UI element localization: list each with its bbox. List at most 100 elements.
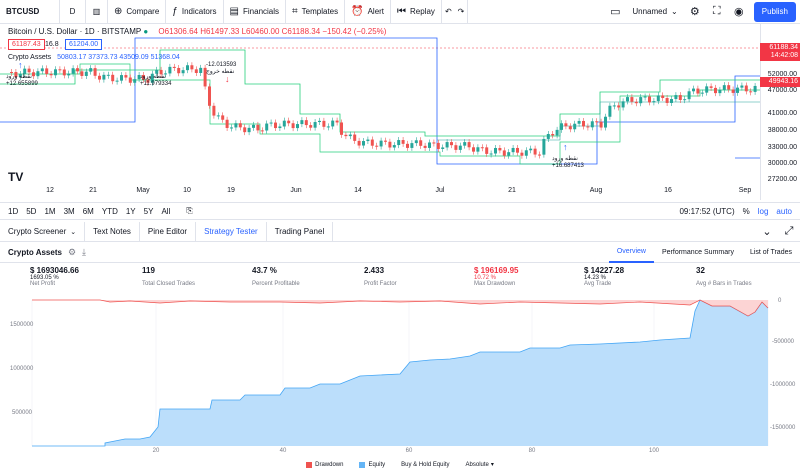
price-axis[interactable]: 52000.00 47000.00 41000.00 38000.00 3300…	[760, 24, 800, 200]
candle	[269, 122, 273, 124]
timeframe-5y[interactable]: 5Y	[143, 206, 154, 216]
candle	[388, 141, 392, 148]
x-tick: Aug	[589, 187, 603, 194]
collapse-icon[interactable]: ⌄	[762, 226, 772, 238]
candle	[58, 69, 62, 71]
ohlc-values: O61306.64 H61497.33 L60460.00 C61188.34 …	[158, 27, 387, 36]
timeframe-1d[interactable]: 1D	[8, 206, 19, 216]
layout-name-button[interactable]: Unnamed ⌄	[632, 7, 678, 16]
undo-button[interactable]: ↶	[442, 0, 455, 24]
candle	[225, 119, 229, 128]
tab-crypto-screener[interactable]: Crypto Screener ⌄	[0, 221, 86, 242]
sell-arrow-icon: ↓	[225, 74, 230, 84]
candle	[366, 139, 370, 142]
layout-icon[interactable]: ▭	[610, 6, 621, 18]
absolute-dropdown[interactable]: Absolute ▾	[465, 461, 494, 469]
buy-price-button[interactable]: 61204.00	[65, 39, 103, 50]
redo-button[interactable]: ↷	[455, 0, 469, 24]
tab-list-of-trades[interactable]: List of Trades	[749, 249, 792, 256]
auto-toggle[interactable]: auto	[776, 206, 792, 216]
legend-drawdown[interactable]: Drawdown	[306, 461, 343, 468]
candle	[27, 68, 31, 73]
camera-icon[interactable]: ◉	[733, 6, 744, 18]
tab-pine-editor[interactable]: Pine Editor	[140, 221, 197, 242]
candle	[634, 101, 638, 104]
interval-button[interactable]: D	[60, 0, 86, 24]
time-axis[interactable]: 12 21 May 10 19 Jun 14 Jul 21 Aug 16 Sep	[0, 184, 760, 200]
time-display[interactable]: 09:17:52 (UTC)	[679, 206, 735, 216]
metric-profit-factor: 2.433 Profit Factor	[364, 266, 397, 287]
candle	[71, 68, 75, 74]
legend-equity[interactable]: Equity	[359, 461, 385, 468]
indicator-price-tag: 49943.16	[760, 77, 800, 87]
price-chart[interactable]: ↑ ↓ ↑ Bitcoin / U.S. Dollar · 1D · BITSTAM…	[0, 24, 800, 200]
financials-icon: ▤	[229, 6, 239, 17]
compare-button[interactable]: ⊕ Compare	[108, 0, 167, 24]
indicator-legend[interactable]: Crypto Assets 50803.17 37373.73 43509.09…	[8, 54, 180, 61]
candle	[454, 145, 458, 150]
candle	[93, 68, 97, 76]
timeframe-3m[interactable]: 3M	[63, 206, 75, 216]
tab-trading-panel[interactable]: Trading Panel	[267, 221, 334, 242]
percent-toggle[interactable]: %	[742, 206, 750, 216]
symbol-search[interactable]: BTCUSD	[0, 0, 60, 24]
timeframe-all[interactable]: All	[161, 206, 171, 216]
candle	[76, 68, 79, 72]
candle	[709, 86, 713, 88]
maximize-icon[interactable]: ⤢	[784, 225, 794, 237]
candle	[150, 73, 154, 83]
chart-style-button[interactable]: ▥	[86, 0, 108, 24]
legend-buy-hold[interactable]: Buy & Hold Equity	[401, 461, 450, 468]
candle	[406, 143, 409, 148]
publish-button[interactable]: Publish	[753, 1, 796, 22]
candle	[718, 89, 722, 94]
x-tick: 100	[648, 448, 660, 454]
gear-icon[interactable]: ⚙	[689, 6, 700, 18]
financials-button[interactable]: ▤ Financials	[224, 0, 287, 24]
log-toggle[interactable]: log	[757, 206, 769, 216]
alert-button[interactable]: ⏰ Alert	[345, 0, 392, 24]
candle	[542, 138, 546, 155]
candle	[186, 65, 189, 71]
price-chart-canvas[interactable]: ↑ ↓ ↑	[0, 24, 760, 184]
timeframe-5d[interactable]: 5D	[26, 206, 37, 216]
download-icon[interactable]: ⤓	[82, 247, 87, 257]
timeframe-ytd[interactable]: YTD	[101, 206, 118, 216]
candle	[582, 120, 585, 127]
redo-icon: ↷	[457, 7, 465, 16]
candle	[397, 140, 401, 146]
replay-icon: ⏮	[397, 6, 407, 17]
exit-label-1: -12.013593 نقطه خروج	[206, 62, 237, 75]
tab-performance-summary[interactable]: Performance Summary	[662, 249, 734, 256]
candle	[436, 142, 440, 149]
y-tick: 1500000	[10, 322, 34, 328]
x-tick: Sep	[738, 187, 752, 194]
tab-strategy-tester[interactable]: Strategy Tester	[196, 221, 267, 242]
equity-chart-canvas[interactable]	[0, 296, 800, 454]
candle	[247, 127, 251, 133]
gear-icon[interactable]: ⚙	[67, 247, 77, 257]
indicators-button[interactable]: ƒ Indicators	[166, 0, 224, 24]
tab-text-notes[interactable]: Text Notes	[85, 221, 140, 242]
goto-date-icon[interactable]: ⎘	[186, 206, 193, 215]
entry-label-1: نقطه ورود +12.655899	[6, 74, 38, 87]
fullscreen-icon[interactable]: ⛶	[712, 5, 721, 17]
strategy-header: Crypto Assets ⚙ ⤓ Overview Performance S…	[0, 243, 800, 263]
timeframe-1y[interactable]: 1Y	[125, 206, 136, 216]
candle	[467, 142, 471, 148]
sell-price-button[interactable]: 61187.43	[8, 39, 45, 50]
candle	[128, 77, 132, 83]
timeframe-6m[interactable]: 6M	[82, 206, 94, 216]
function-icon: ƒ	[172, 6, 178, 17]
timeframe-1m[interactable]: 1M	[44, 206, 56, 216]
drawdown-line	[32, 299, 769, 317]
candle	[384, 140, 387, 142]
equity-chart[interactable]: 1500000 1000000 500000 0 -500000 -100000…	[0, 296, 800, 454]
templates-button[interactable]: ⌗ Templates	[286, 0, 346, 24]
y-tick: 33000.00	[767, 144, 797, 151]
candle	[665, 98, 669, 103]
candle	[423, 145, 427, 148]
tab-overview[interactable]: Overview	[608, 243, 654, 263]
candle	[714, 87, 717, 94]
replay-button[interactable]: ⏮ Replay	[391, 0, 442, 24]
